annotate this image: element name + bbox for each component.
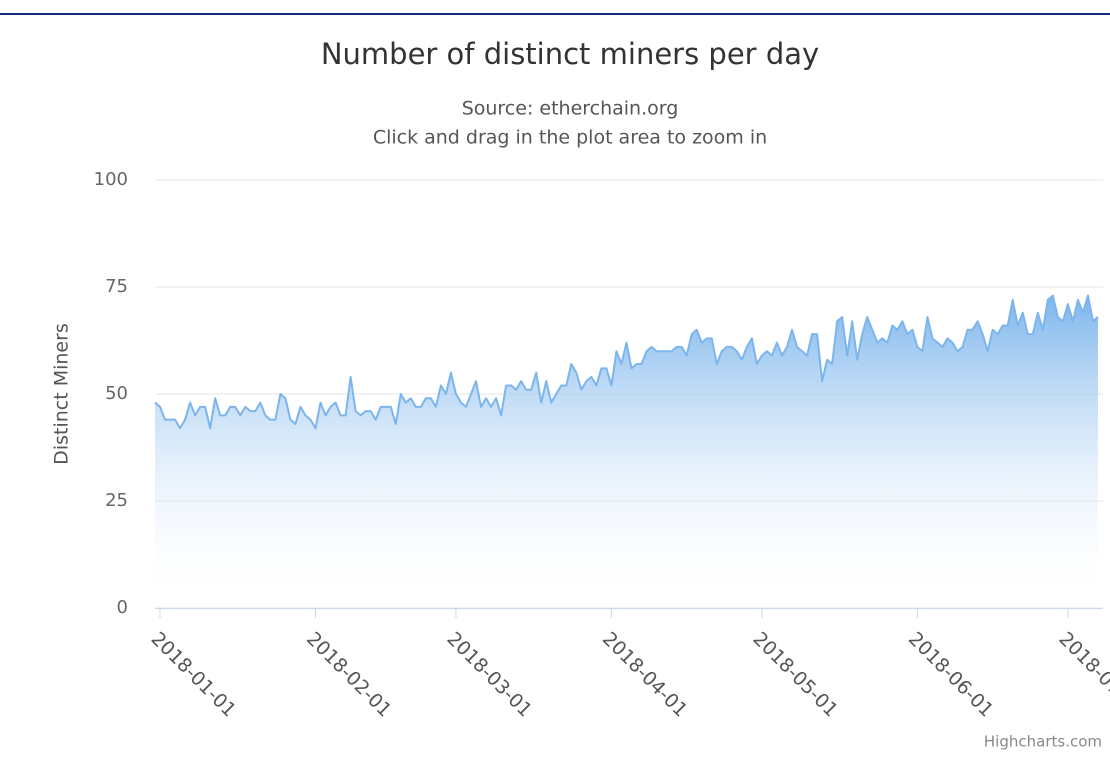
area xyxy=(155,295,1098,608)
chart-title: Number of distinct miners per day xyxy=(321,37,819,71)
y-tick-label: 100 xyxy=(94,169,128,190)
y-tick-label: 50 xyxy=(105,383,128,404)
x-tick-label: 2018-03-01 xyxy=(443,628,537,722)
y-tick-label: 25 xyxy=(105,490,128,511)
y-tick-label: 0 xyxy=(117,597,128,618)
line xyxy=(154,294,1099,430)
x-tick-label: 2018-02-01 xyxy=(302,628,396,722)
y-tick-label: 75 xyxy=(105,276,128,297)
x-tick-label: 2018-07-01 xyxy=(1054,628,1110,722)
chart-subtitle: Click and drag in the plot area to zoom … xyxy=(373,127,767,149)
x-tick-label: 2018-05-01 xyxy=(748,628,842,722)
x-tick-label: 2018-01-01 xyxy=(147,628,241,722)
credits: Highcharts.com xyxy=(984,733,1102,751)
x-tick-label: 2018-04-01 xyxy=(598,628,692,722)
chart-subtitle: Source: etherchain.org xyxy=(462,98,679,120)
x-tick-label: 2018-06-01 xyxy=(904,628,998,722)
y-axis-title: Distinct Miners xyxy=(51,323,73,465)
